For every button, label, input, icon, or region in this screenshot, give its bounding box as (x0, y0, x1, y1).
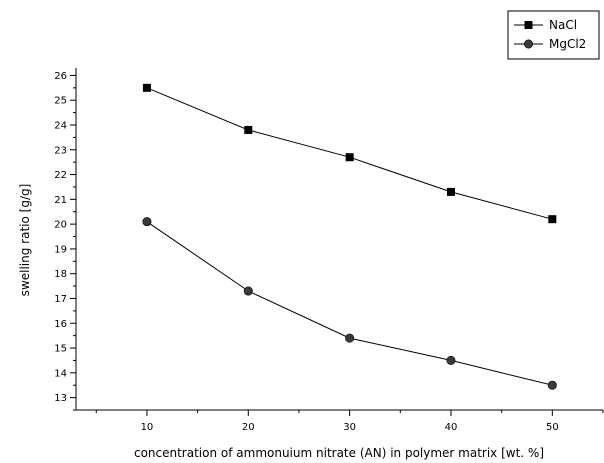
y-tick-label: 21 (54, 195, 67, 206)
y-tick-label: 16 (54, 319, 67, 330)
y-tick-label: 15 (54, 344, 67, 355)
data-point-mgcl2 (243, 286, 253, 296)
data-point-mgcl2 (446, 355, 456, 365)
y-tick-label: 26 (54, 71, 67, 82)
legend-marker-mgcl2 (523, 39, 533, 49)
data-point-nacl (244, 125, 253, 134)
legend-box (507, 10, 600, 60)
legend-marker-nacl (524, 21, 533, 29)
y-tick-label: 24 (54, 121, 67, 132)
y-tick-label: 23 (54, 145, 67, 156)
x-tick-label: 50 (546, 422, 559, 433)
series-line-mgcl2 (146, 221, 553, 386)
y-tick-label: 22 (54, 170, 67, 181)
legend: NaCl MgCl2 (507, 10, 600, 60)
data-point-nacl (446, 187, 455, 196)
y-tick-label: 19 (54, 244, 67, 255)
y-tick-label: 17 (54, 294, 67, 305)
legend-label-nacl: NaCl (549, 18, 577, 32)
legend-label-mgcl2: MgCl2 (549, 37, 586, 51)
y-tick-label: 20 (54, 220, 67, 231)
x-tick-label: 10 (141, 422, 154, 433)
data-point-mgcl2 (142, 217, 152, 227)
x-axis-label: concentration of ammonuium nitrate (AN) … (134, 446, 544, 460)
data-point-mgcl2 (547, 380, 557, 390)
x-tick-label: 40 (445, 422, 458, 433)
data-point-mgcl2 (345, 333, 355, 343)
y-tick-label: 25 (54, 96, 67, 107)
y-tick-label: 13 (54, 393, 67, 404)
series-layer (142, 83, 557, 390)
x-tick-label: 30 (343, 422, 356, 433)
x-tick-label: 20 (242, 422, 255, 433)
data-point-nacl (142, 83, 151, 92)
data-point-nacl (548, 215, 557, 224)
y-axis-label: swelling ratio [g/g] (18, 184, 32, 297)
y-tick-label: 14 (54, 368, 67, 379)
data-point-nacl (345, 153, 354, 162)
y-tick-label: 18 (54, 269, 67, 280)
axes: 10 20 30 40 50 13 14 15 16 17 18 19 20 21 22 23 24 25 26 (54, 68, 604, 433)
